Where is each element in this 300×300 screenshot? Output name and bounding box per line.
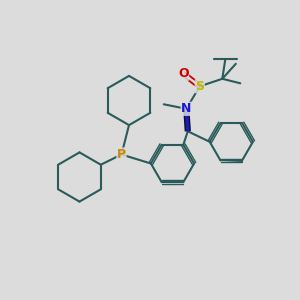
Text: P: P: [117, 148, 126, 161]
Text: S: S: [195, 80, 204, 93]
Text: O: O: [178, 67, 189, 80]
Text: N: N: [181, 102, 191, 115]
